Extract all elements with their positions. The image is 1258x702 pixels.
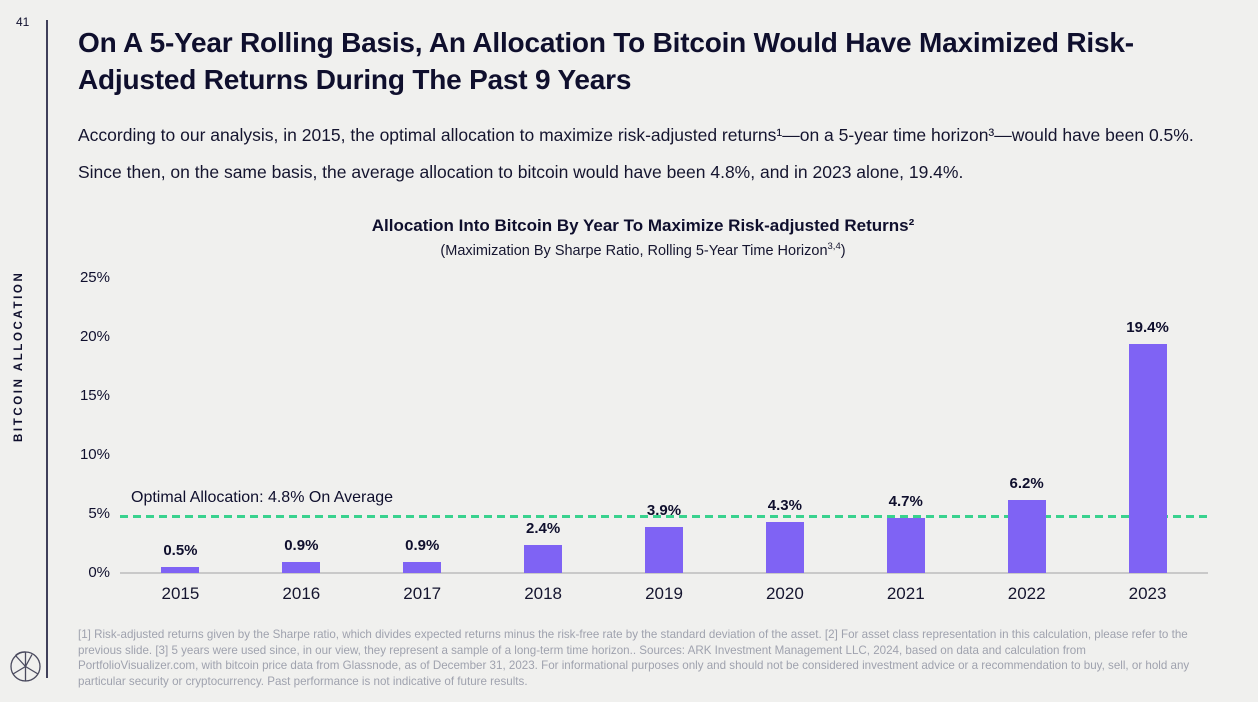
bar-value-label: 0.9% [405, 537, 440, 555]
x-axis-tick-label: 2023 [1128, 584, 1167, 603]
slide-description: According to our analysis, in 2015, the … [78, 125, 1194, 182]
reference-line [120, 515, 1208, 518]
x-axis-tick-label: 2017 [403, 584, 442, 603]
bar-2016 [282, 562, 321, 573]
x-axis-tick-label: 2022 [1007, 584, 1046, 603]
chart-subtitle-superscript: 3,4 [827, 241, 841, 252]
bar-2015 [161, 567, 200, 573]
page-number: 41 [16, 15, 30, 29]
footnote: [1] Risk-adjusted returns given by the S… [78, 628, 1190, 688]
chart-subtitle: (Maximization By Sharpe Ratio, Rolling 5… [78, 241, 1208, 259]
y-axis-tick-label: 15% [79, 387, 110, 404]
bar-value-label: 0.5% [163, 542, 198, 560]
section-label: BITCOIN ALLOCATION [13, 270, 25, 442]
x-axis-tick-label: 2020 [765, 584, 804, 603]
bar-2022 [1007, 499, 1046, 573]
bar-2018 [524, 544, 563, 573]
bar-2020 [765, 522, 804, 573]
x-axis-tick-label: 2021 [886, 584, 925, 603]
y-axis-tick-label: 25% [79, 269, 110, 286]
bar-value-label: 6.2% [1009, 474, 1044, 492]
x-axis-tick-label: 2018 [524, 584, 563, 603]
x-axis-tick-label: 2019 [645, 584, 683, 603]
chart-subtitle-close: ) [840, 243, 846, 259]
chart-subtitle-text: (Maximization By Sharpe Ratio, Rolling 5… [440, 243, 828, 259]
bar-value-label: 19.4% [1126, 319, 1169, 337]
bar-value-label: 4.7% [888, 492, 923, 510]
bar-chart-plot-area: 0% 5% 10% 15% 20% 25% Optimal Allocation: 4.8%… [80, 269, 1208, 603]
bar-value-label: 3.9% [646, 501, 682, 519]
reference-line-label: Optimal Allocation: 4.8% On Average [131, 489, 394, 507]
bar-2021 [886, 517, 925, 573]
bar-2017 [403, 562, 442, 573]
vertical-divider [46, 20, 48, 678]
bar-2023 [1128, 344, 1167, 573]
ark-logo-icon [10, 651, 41, 682]
y-axis-tick-label: 5% [88, 505, 110, 522]
bar-value-label: 2.4% [526, 519, 561, 537]
chart-title: Allocation Into Bitcoin By Year To Maxim… [371, 216, 915, 235]
bar-value-label: 4.3% [767, 497, 802, 515]
y-axis-tick-label: 0% [88, 564, 110, 581]
bar-2019 [645, 526, 683, 573]
slide-title: On A 5-Year Rolling Basis, An Allocation… [78, 27, 1134, 95]
y-axis-tick-label: 20% [79, 328, 110, 345]
x-axis-tick-label: 2015 [161, 584, 200, 603]
bar-value-label: 0.9% [284, 537, 319, 555]
x-axis-tick-label: 2016 [282, 584, 321, 603]
y-axis-tick-label: 10% [79, 446, 110, 463]
x-axis-baseline [120, 572, 1208, 574]
